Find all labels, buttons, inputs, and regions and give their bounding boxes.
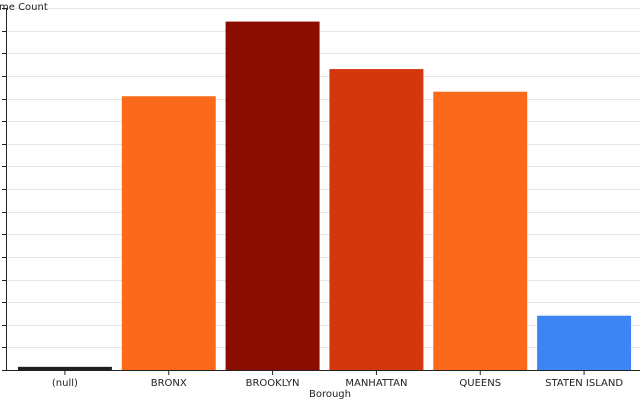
x-tick-label: (null) bbox=[52, 378, 78, 389]
x-tick-label: MANHATTAN bbox=[345, 378, 407, 389]
bar bbox=[433, 91, 528, 371]
bar bbox=[17, 366, 112, 370]
x-tick-label: BROOKLYN bbox=[246, 378, 300, 389]
x-axis-title: Borough bbox=[309, 389, 351, 400]
bar bbox=[225, 21, 320, 370]
x-tick-label: BRONX bbox=[151, 378, 187, 389]
gridlines bbox=[6, 8, 640, 348]
y-axis-title: me Count bbox=[0, 2, 48, 13]
bar bbox=[329, 69, 424, 371]
x-tick-label: STATEN ISLAND bbox=[545, 378, 623, 389]
y-axis-ticks bbox=[2, 8, 7, 371]
bar bbox=[537, 315, 632, 370]
x-tick-label: QUEENS bbox=[459, 378, 501, 389]
bars bbox=[17, 21, 632, 371]
x-axis-ticks: (null) BRONX BROOKLYN MANHATTAN QUEENS STATEN… bbox=[52, 370, 623, 389]
bar bbox=[121, 96, 216, 371]
